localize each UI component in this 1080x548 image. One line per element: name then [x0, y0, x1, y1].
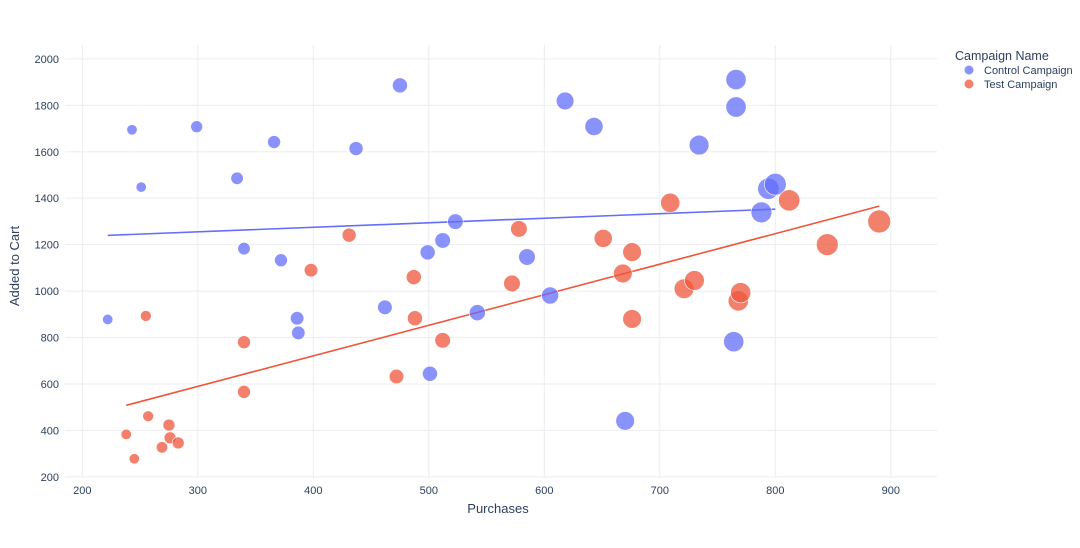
marker-control[interactable] [237, 242, 251, 256]
legend-label-control: Control Campaign [984, 65, 1073, 77]
marker-test[interactable] [510, 220, 528, 238]
marker-control[interactable] [555, 91, 575, 111]
marker-control[interactable] [348, 141, 364, 156]
legend-marker-control [964, 65, 974, 75]
x-tick-label: 400 [304, 485, 322, 497]
x-tick-label: 800 [766, 485, 784, 497]
marker-control[interactable] [419, 244, 436, 261]
marker-control[interactable] [725, 96, 747, 118]
marker-test[interactable] [407, 310, 423, 327]
marker-control[interactable] [102, 313, 114, 325]
y-tick-label: 1800 [35, 100, 59, 112]
marker-test[interactable] [730, 282, 752, 304]
legend-item-control[interactable]: Control Campaign [964, 65, 1073, 77]
marker-control[interactable] [392, 77, 408, 94]
marker-test[interactable] [303, 263, 319, 278]
marker-control[interactable] [434, 232, 451, 249]
marker-control[interactable] [725, 69, 747, 91]
marker-control[interactable] [377, 299, 393, 315]
marker-control[interactable] [723, 331, 745, 353]
marker-test[interactable] [237, 385, 251, 399]
marker-layer [102, 69, 891, 465]
marker-control[interactable] [135, 181, 147, 193]
trendline-control [107, 208, 776, 237]
y-tick-label: 1400 [35, 193, 59, 205]
legend-marker-test [964, 79, 974, 89]
y-tick-label: 200 [41, 472, 59, 484]
marker-control[interactable] [750, 201, 773, 224]
marker-test[interactable] [405, 269, 422, 286]
y-tick-label: 1600 [35, 147, 59, 159]
legend: Campaign Name Control Campaign Test Camp… [955, 49, 1073, 91]
y-tick-label: 800 [41, 333, 59, 345]
legend-title: Campaign Name [955, 49, 1049, 63]
marker-test[interactable] [237, 335, 251, 349]
marker-control[interactable] [274, 253, 288, 268]
marker-test[interactable] [778, 189, 801, 212]
marker-test[interactable] [593, 228, 613, 248]
marker-control[interactable] [468, 304, 486, 322]
marker-control[interactable] [290, 311, 305, 326]
y-tick-label: 1000 [35, 286, 59, 298]
marker-control[interactable] [518, 248, 536, 266]
marker-test[interactable] [140, 310, 152, 322]
y-tick-label: 1200 [35, 240, 59, 252]
marker-test[interactable] [142, 410, 154, 423]
marker-test[interactable] [503, 274, 521, 293]
marker-control[interactable] [615, 411, 635, 431]
legend-item-test[interactable]: Test Campaign [964, 79, 1058, 91]
x-tick-label: 700 [651, 485, 669, 497]
marker-test[interactable] [120, 428, 132, 440]
marker-control[interactable] [447, 213, 464, 230]
x-tick-label: 200 [73, 485, 91, 497]
marker-test[interactable] [155, 441, 169, 454]
marker-control[interactable] [764, 173, 787, 196]
marker-control[interactable] [126, 124, 138, 136]
trendline-test [126, 205, 880, 407]
marker-control[interactable] [688, 134, 710, 156]
marker-control[interactable] [584, 117, 604, 136]
x-axis-title: Purchases [467, 501, 529, 516]
marker-control[interactable] [541, 286, 559, 305]
tick-label-layer: 200 300 400 500 600 700 800 900 200 400 600 800 1000… [35, 54, 900, 497]
legend-label-test: Test Campaign [984, 79, 1057, 91]
marker-control[interactable] [267, 135, 281, 149]
marker-control[interactable] [190, 120, 203, 134]
marker-test[interactable] [684, 270, 705, 291]
marker-test[interactable] [341, 227, 357, 243]
y-tick-label: 600 [41, 379, 59, 391]
marker-test[interactable] [388, 368, 405, 385]
marker-test[interactable] [162, 418, 176, 432]
marker-test[interactable] [867, 209, 891, 234]
x-tick-label: 900 [882, 485, 900, 497]
marker-test[interactable] [613, 263, 633, 284]
marker-test[interactable] [128, 453, 140, 465]
marker-test[interactable] [622, 242, 642, 262]
x-tick-label: 300 [189, 485, 207, 497]
x-tick-label: 600 [535, 485, 553, 497]
marker-control[interactable] [422, 365, 438, 382]
marker-control[interactable] [291, 325, 306, 340]
grid-layer [65, 45, 937, 478]
marker-test[interactable] [171, 436, 185, 450]
marker-test[interactable] [660, 192, 681, 213]
marker-test[interactable] [816, 233, 839, 256]
y-tick-label: 400 [41, 425, 59, 437]
marker-control[interactable] [230, 171, 244, 185]
marker-test[interactable] [434, 332, 451, 349]
x-tick-label: 500 [420, 485, 438, 497]
y-tick-label: 2000 [35, 54, 59, 66]
marker-test[interactable] [622, 309, 642, 329]
y-axis-title: Added to Cart [7, 226, 22, 307]
trendline-layer [107, 205, 880, 407]
